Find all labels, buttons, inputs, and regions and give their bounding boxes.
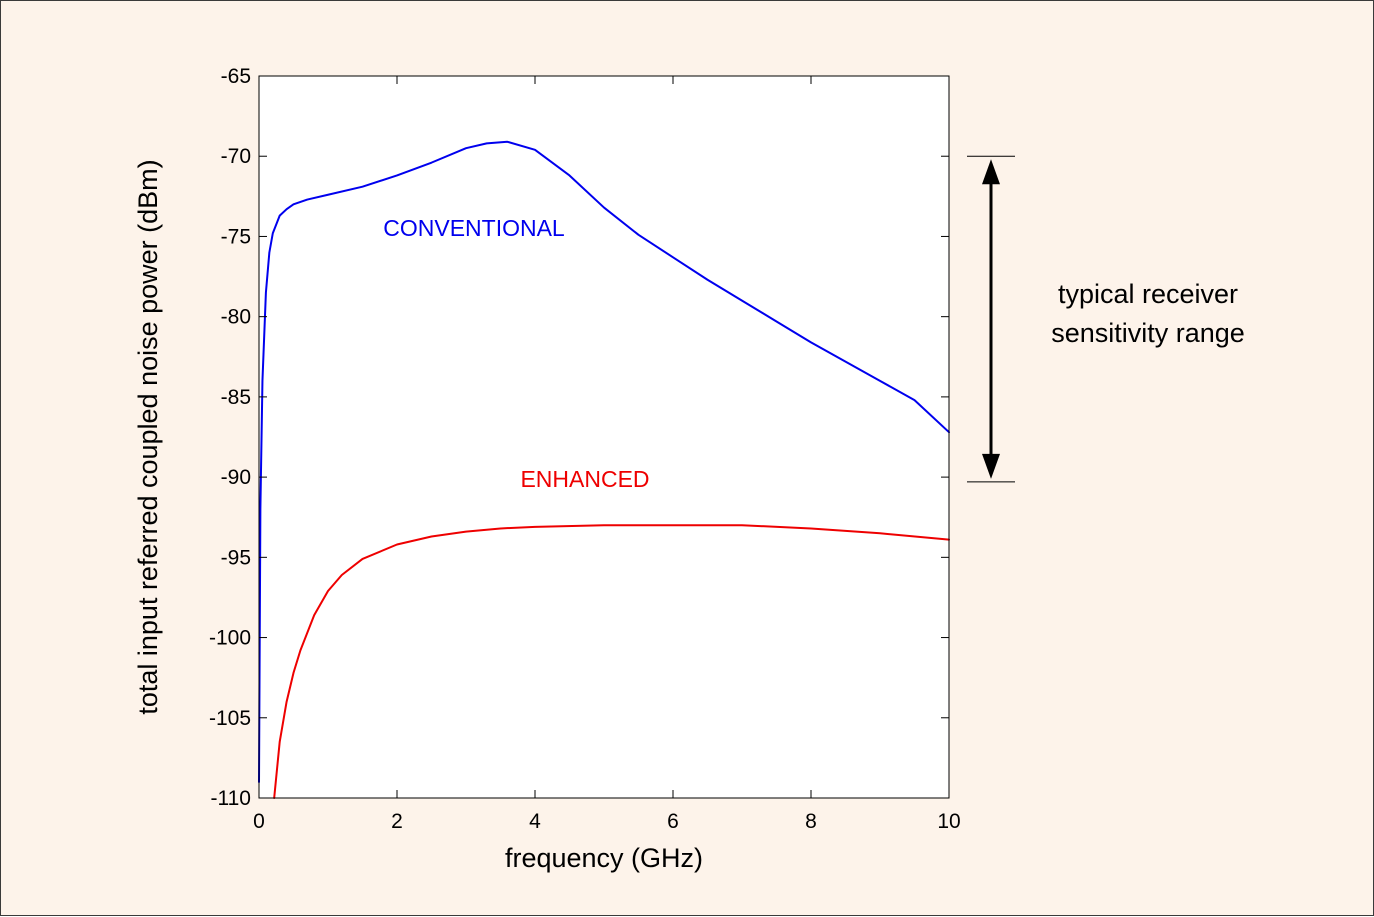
x-axis-label: frequency (GHz) bbox=[505, 843, 703, 873]
x-tick-label: 10 bbox=[937, 810, 960, 833]
x-tick-label: 0 bbox=[253, 810, 265, 833]
y-tick-label: -85 bbox=[221, 386, 251, 409]
y-tick-label: -70 bbox=[221, 145, 251, 168]
y-tick-label: -90 bbox=[221, 466, 251, 489]
y-tick-label: -110 bbox=[211, 787, 251, 810]
annotation-conventional: CONVENTIONAL bbox=[383, 215, 565, 241]
y-tick-label: -95 bbox=[221, 546, 251, 569]
y-tick-label: -75 bbox=[221, 225, 251, 248]
sensitivity-range-marker bbox=[967, 155, 1015, 483]
annotation-typical-receiver: typical receiver bbox=[1058, 279, 1238, 309]
range-marker-arrowhead-up bbox=[982, 159, 1000, 185]
annotation-enhanced: ENHANCED bbox=[520, 466, 649, 492]
plot-border bbox=[258, 75, 950, 799]
series-line-enhanced bbox=[273, 524, 950, 799]
plot-area bbox=[259, 76, 949, 798]
x-tick-label: 2 bbox=[391, 810, 403, 833]
annotation-sensitivity-range: sensitivity range bbox=[1051, 318, 1245, 348]
range-marker-arrowhead-down bbox=[982, 453, 1000, 479]
y-axis-label: total input referred coupled noise power… bbox=[133, 159, 163, 714]
x-tick-label: 6 bbox=[667, 810, 679, 833]
y-tick-label: -105 bbox=[209, 707, 251, 730]
series-line-conventional bbox=[258, 140, 950, 783]
x-tick-label: 4 bbox=[529, 810, 541, 833]
y-tick-label: -80 bbox=[221, 306, 251, 329]
x-tick-label: 8 bbox=[805, 810, 817, 833]
y-tick-label: -100 bbox=[209, 627, 251, 650]
y-tick-label: -65 bbox=[221, 65, 251, 88]
